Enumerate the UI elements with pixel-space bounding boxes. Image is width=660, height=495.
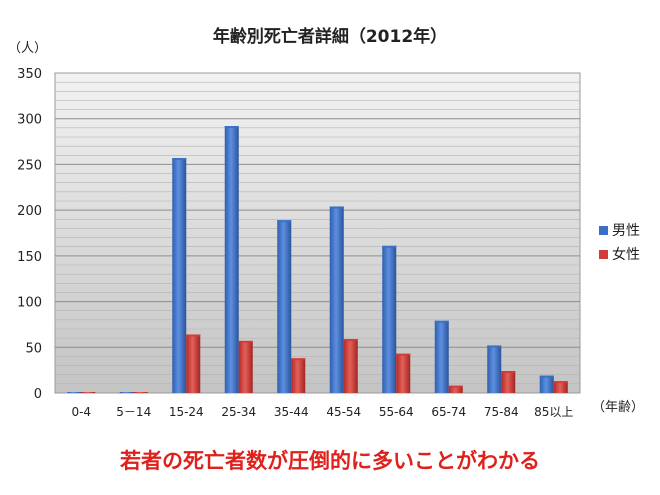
- bar-female: [291, 358, 306, 393]
- bar-male: [277, 220, 292, 393]
- bar-male: [67, 392, 82, 393]
- y-tick-label: 350: [17, 67, 42, 82]
- bar-male: [224, 126, 239, 394]
- x-tick-label: 75-84: [484, 405, 519, 419]
- gridlines: [55, 81, 580, 385]
- bar-male-cap: [329, 206, 344, 209]
- bar-female: [553, 381, 568, 393]
- bar-female-cap: [448, 385, 463, 388]
- bar-male: [382, 245, 397, 393]
- bar-female-cap: [396, 353, 411, 356]
- y-tick-label: 150: [17, 250, 42, 265]
- x-tick-label: 65-74: [431, 405, 466, 419]
- bar-female-cap: [501, 371, 516, 374]
- x-tick-label: 85以上: [534, 405, 573, 419]
- bar-male-cap: [224, 126, 239, 129]
- y-axis-unit: （人）: [8, 41, 47, 56]
- x-axis-unit: （年齢）: [592, 400, 644, 415]
- bar-male: [434, 320, 449, 393]
- y-axis-ticks: 0 50 100 150 200 250 300 350: [17, 67, 42, 402]
- y-tick-label: 200: [17, 204, 42, 219]
- bar-male: [487, 345, 502, 393]
- bar-male-cap: [487, 345, 502, 348]
- x-tick-label: 15-24: [169, 405, 204, 419]
- bar-male-cap: [539, 375, 554, 378]
- x-tick-label: 5－14: [116, 405, 151, 419]
- legend-swatch-male: [599, 226, 608, 235]
- bar-female-cap: [343, 339, 358, 342]
- bars: [67, 126, 568, 394]
- y-tick-label: 300: [17, 113, 42, 128]
- x-tick-label: 55-64: [379, 405, 414, 419]
- bar-male: [172, 158, 187, 393]
- bar-female-cap: [238, 340, 253, 343]
- bar-female: [343, 339, 358, 393]
- y-tick-label: 250: [17, 158, 42, 173]
- x-tick-label: 0-4: [71, 405, 91, 419]
- y-tick-label: 100: [17, 296, 42, 311]
- bar-female: [396, 353, 411, 393]
- bar-male: [119, 392, 134, 393]
- x-tick-label: 35-44: [274, 405, 309, 419]
- bar-male-cap: [382, 245, 397, 248]
- bar-female: [238, 340, 253, 393]
- plot-area: [54, 72, 581, 394]
- bar-female: [501, 371, 516, 393]
- annotation-note: 若者の死亡者数が圧倒的に多いことがわかる: [119, 449, 540, 473]
- chart-title: 年齢別死亡者詳細（2012年）: [213, 26, 447, 47]
- legend-label-female: 女性: [612, 246, 640, 263]
- bar-male-cap: [434, 320, 449, 323]
- legend: 男性 女性: [599, 223, 640, 263]
- legend-label-male: 男性: [612, 223, 640, 239]
- bar-female: [81, 392, 96, 393]
- bar-male-cap: [172, 158, 187, 161]
- bar-male-cap: [277, 220, 292, 223]
- bar-female-cap: [291, 358, 306, 361]
- bar-male: [539, 375, 554, 393]
- bar-female: [448, 385, 463, 393]
- bar-female-cap: [186, 334, 201, 337]
- legend-swatch-female: [599, 250, 608, 259]
- x-axis-categories: 0-4 5－14 15-24 25-34 35-44 45-54 55-64 65-74 75-…: [71, 405, 573, 419]
- x-tick-label: 25-34: [221, 405, 256, 419]
- x-tick-label: 45-54: [326, 405, 361, 419]
- bar-female: [133, 392, 148, 393]
- bar-female: [186, 334, 201, 393]
- y-tick-label: 0: [34, 387, 42, 402]
- bar-female-cap: [553, 381, 568, 384]
- bar-male: [329, 206, 344, 393]
- y-tick-label: 50: [25, 341, 42, 356]
